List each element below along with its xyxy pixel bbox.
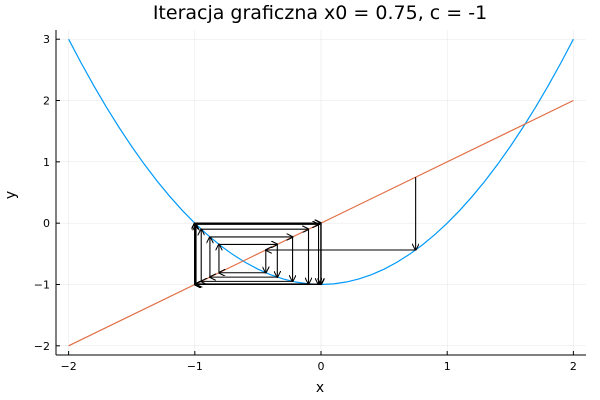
grid — [56, 30, 586, 355]
y-tick-label: 2 — [43, 95, 50, 108]
x-tick-label: 1 — [444, 360, 451, 373]
x-tick-label: −1 — [187, 360, 203, 373]
axes: −2 −1 0 1 2 −2 −1 0 1 2 3 — [34, 30, 586, 373]
chart-title: Iteracja graficzna x0 = 0.75, c = -1 — [153, 2, 487, 24]
y-tick-label: 3 — [43, 33, 50, 46]
x-axis-label: x — [316, 380, 324, 396]
y-tick-label: −2 — [34, 340, 50, 353]
y-tick-label: 1 — [43, 156, 50, 169]
plot-area — [68, 38, 574, 347]
y-tick-label: −1 — [34, 278, 50, 291]
x-tick-label: 2 — [570, 360, 577, 373]
x-tick-label: −2 — [61, 360, 77, 373]
y-axis-label: y — [3, 191, 19, 199]
y-tick-label: 0 — [43, 217, 50, 230]
x-tick-label: 0 — [318, 360, 325, 373]
